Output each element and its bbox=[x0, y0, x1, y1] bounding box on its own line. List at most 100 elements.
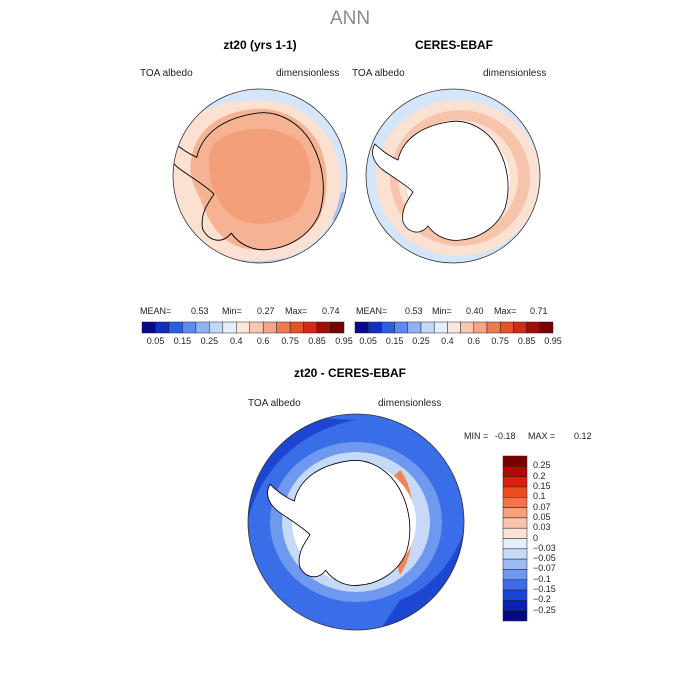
panel2-colorbar-cell bbox=[539, 321, 554, 334]
diff-colorbar-label: −0.1 bbox=[533, 573, 551, 584]
diff-colorbar-cell bbox=[502, 517, 528, 529]
panel1-colorbar-cell bbox=[222, 321, 237, 334]
diff-colorbar-cell bbox=[502, 589, 528, 601]
diff-colorbar-cell bbox=[502, 497, 528, 508]
panel2-colorbar-label: 0.25 bbox=[412, 336, 430, 346]
diff-colorbar-cell bbox=[502, 558, 528, 570]
panel2-colorbar-label: 0.05 bbox=[359, 336, 377, 346]
panel1-colorbar-cell bbox=[262, 321, 277, 334]
diff-colorbar-label: 0 bbox=[533, 532, 539, 543]
diff-variable: TOA albedo bbox=[248, 398, 301, 409]
panel2-mean-value: 0.53 bbox=[405, 306, 423, 316]
panel2-colorbar-cell bbox=[381, 321, 395, 334]
panel1-map bbox=[172, 88, 348, 264]
panel2-units: dimensionless bbox=[483, 68, 547, 79]
panel2-colorbar-label: 0.6 bbox=[467, 336, 481, 346]
diff-colorbar-label: −0.25 bbox=[533, 604, 556, 615]
panel1-colorbar-label: 0.05 bbox=[146, 336, 165, 346]
panel2-colorbar-cell bbox=[407, 321, 422, 334]
panel1-colorbar-cell bbox=[303, 321, 318, 334]
figure-title: ANN bbox=[329, 8, 371, 29]
diff-colorbar-cell bbox=[502, 600, 528, 611]
panel2-colorbar-cell bbox=[513, 321, 527, 334]
panel1-boundary bbox=[172, 88, 348, 264]
panel1-land-core bbox=[208, 128, 311, 224]
panel1-colorbar-label: 0.85 bbox=[308, 336, 326, 346]
diff-colorbar-cell bbox=[502, 538, 528, 550]
panel1-colorbar-label: 0.25 bbox=[200, 336, 219, 346]
panel2-max-value: 0.71 bbox=[530, 306, 548, 316]
panel1-max-value: 0.74 bbox=[322, 306, 340, 316]
panel2-colorbar-cell bbox=[354, 321, 369, 334]
panel2-min-label: Min= bbox=[432, 306, 452, 316]
diff-min-label: MIN = bbox=[464, 431, 489, 441]
panel2-colorbar-cell bbox=[394, 321, 409, 334]
diff-colorbar-cell bbox=[502, 579, 528, 591]
panel1-colorbar-cell bbox=[236, 321, 250, 334]
diff-colorbar-label: 0.05 bbox=[533, 511, 551, 522]
diff-colorbar-cell bbox=[502, 527, 528, 539]
panel1-colorbar-cell bbox=[276, 321, 291, 334]
panel2-colorbar-label: 0.75 bbox=[491, 336, 509, 346]
diff-colorbar-label: −0.2 bbox=[533, 594, 551, 605]
diff-map bbox=[247, 413, 465, 631]
panel1-max-label: Max= bbox=[285, 306, 308, 316]
panel1-colorbar-label: 0.95 bbox=[335, 336, 353, 346]
diff-colorbar-cell bbox=[502, 610, 528, 622]
diff-colorbar-label: −0.03 bbox=[533, 542, 556, 553]
diff-colorbar-label: 0.03 bbox=[533, 522, 551, 533]
panel2-colorbar-label: 0.4 bbox=[441, 336, 454, 346]
panel1-colorbar-cell bbox=[209, 321, 224, 334]
panel2-colorbar-label: 0.85 bbox=[517, 336, 536, 346]
panel2-colorbar-cell bbox=[499, 321, 514, 334]
diff-colorbar-label: −0.15 bbox=[533, 584, 556, 595]
diff-colorbar-label: −0.07 bbox=[533, 563, 556, 574]
diff-colorbar-label: −0.05 bbox=[533, 553, 556, 564]
panel1-min-label: Min= bbox=[222, 306, 242, 316]
panel1-colorbar-label: 0.15 bbox=[173, 336, 192, 346]
panel2-mean-label: MEAN= bbox=[356, 306, 388, 316]
panel2-colorbar-cell bbox=[486, 321, 501, 334]
panel1-colorbar-cell bbox=[155, 321, 170, 334]
diff-colorbar-cell bbox=[502, 507, 528, 519]
diff-colorbar-label: 0.2 bbox=[533, 470, 546, 481]
panel2-title: CERES-EBAF bbox=[414, 38, 493, 52]
diff-min-value: -0.18 bbox=[495, 431, 516, 441]
panel2-colorbar-cell bbox=[447, 321, 461, 334]
diff-colorbar-label: 0.25 bbox=[533, 460, 551, 471]
panel2-min-value: 0.40 bbox=[466, 306, 484, 316]
panel2-variable: TOA albedo bbox=[352, 68, 405, 79]
panel1-colorbar-cell bbox=[168, 321, 183, 334]
panel2-max-label: Max= bbox=[494, 306, 517, 316]
diff-boundary bbox=[247, 413, 465, 631]
diff-colorbar-label: 0.1 bbox=[533, 491, 546, 502]
panel2-map bbox=[365, 88, 541, 264]
panel1-colorbar-cell bbox=[249, 321, 264, 334]
diff-max-label: MAX = bbox=[528, 431, 556, 441]
panel1-colorbar-cell bbox=[330, 321, 345, 334]
panel1-colorbar bbox=[141, 321, 345, 334]
panel1-variable: TOA albedo bbox=[140, 68, 193, 79]
panel2-colorbar bbox=[354, 321, 554, 334]
panel1-mean-value: 0.53 bbox=[191, 306, 209, 316]
panel1-colorbar-cell bbox=[182, 321, 197, 334]
panel2-colorbar-cell bbox=[473, 321, 488, 334]
diff-colorbar-cell bbox=[502, 455, 528, 467]
diff-colorbar bbox=[502, 455, 528, 622]
diff-colorbar-label: 0.15 bbox=[533, 480, 551, 491]
panel1-min-value: 0.27 bbox=[257, 306, 275, 316]
panel1-colorbar-cell bbox=[289, 321, 304, 334]
panel2-colorbar-cell bbox=[367, 321, 382, 334]
panel1-colorbar-cell bbox=[316, 321, 331, 334]
panel1-mean-label: MEAN= bbox=[140, 306, 172, 316]
panel2-colorbar-cell bbox=[433, 321, 448, 334]
panel2-colorbar-cell bbox=[460, 321, 475, 334]
panel1-colorbar-label: 0.4 bbox=[230, 336, 243, 346]
diff-colorbar-cell bbox=[502, 476, 528, 488]
panel1-colorbar-cell bbox=[195, 321, 210, 334]
panel2-colorbar-label: 0.15 bbox=[385, 336, 404, 346]
diff-colorbar-cell bbox=[502, 569, 528, 580]
panel1-colorbar-cell bbox=[141, 321, 156, 334]
